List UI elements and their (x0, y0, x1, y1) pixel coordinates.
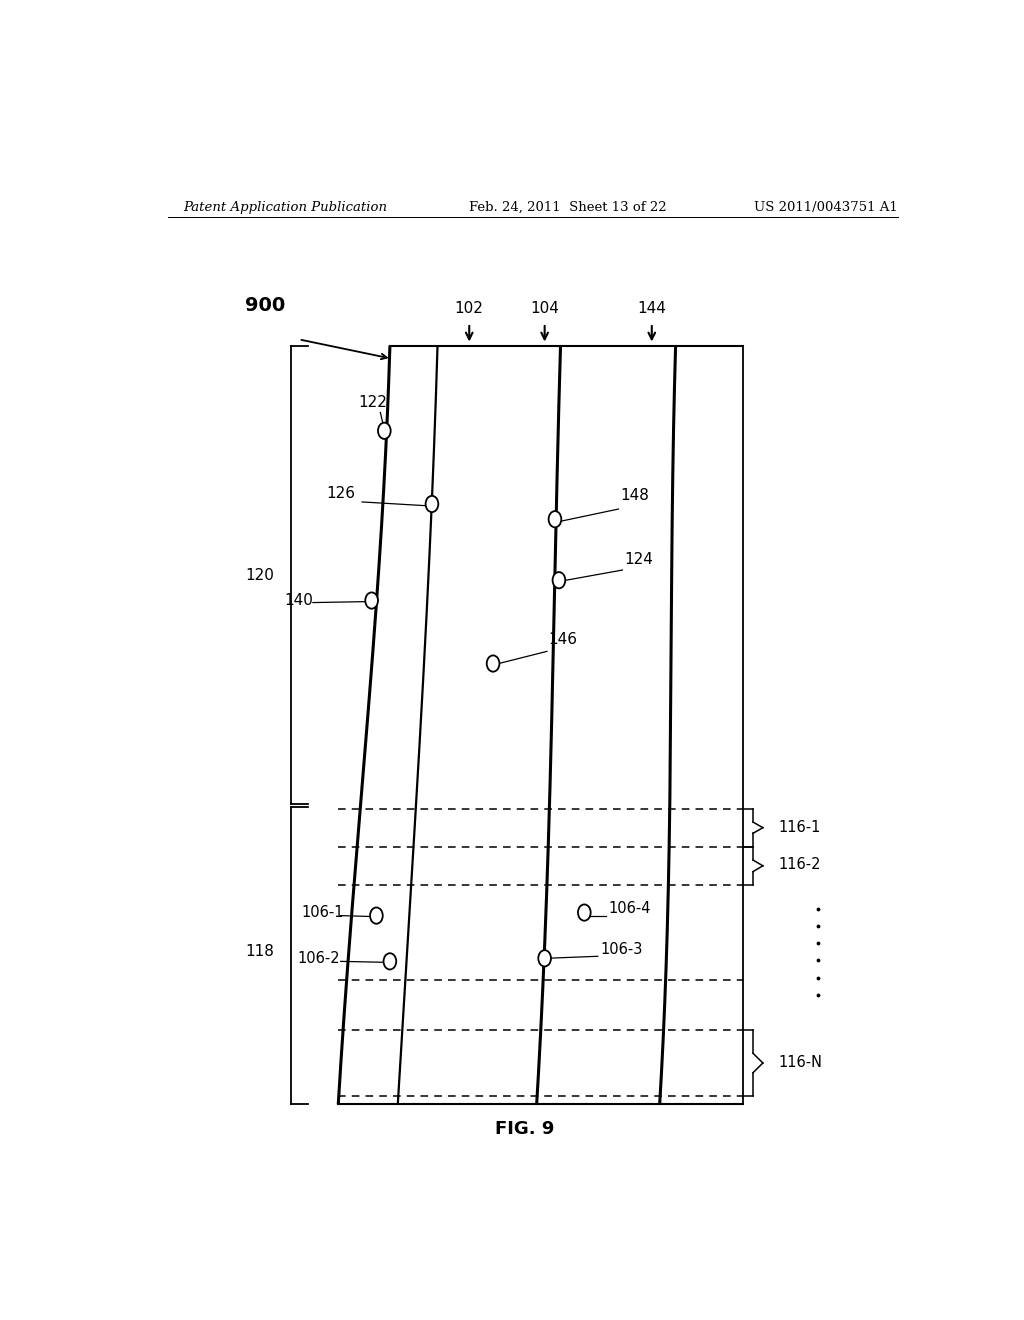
Text: 104: 104 (530, 301, 559, 317)
Text: 120: 120 (246, 568, 274, 582)
Text: 900: 900 (246, 296, 286, 315)
Circle shape (539, 950, 551, 966)
Circle shape (366, 593, 378, 609)
Text: 106-2: 106-2 (297, 950, 340, 966)
Circle shape (549, 511, 561, 528)
Circle shape (553, 572, 565, 589)
Text: 102: 102 (455, 301, 483, 317)
Text: US 2011/0043751 A1: US 2011/0043751 A1 (754, 201, 898, 214)
Text: Feb. 24, 2011  Sheet 13 of 22: Feb. 24, 2011 Sheet 13 of 22 (469, 201, 667, 214)
Text: 118: 118 (246, 944, 274, 958)
Text: 106-3: 106-3 (600, 941, 643, 957)
Text: 106-1: 106-1 (301, 906, 343, 920)
Text: 126: 126 (327, 486, 355, 502)
Text: 144: 144 (637, 301, 667, 317)
Text: 116-N: 116-N (778, 1056, 822, 1071)
Text: 116-2: 116-2 (778, 857, 821, 873)
Circle shape (370, 907, 383, 924)
Circle shape (378, 422, 391, 440)
Text: 148: 148 (620, 488, 649, 503)
Text: 122: 122 (358, 395, 387, 409)
Circle shape (486, 656, 500, 672)
Circle shape (384, 953, 396, 969)
Text: 140: 140 (285, 593, 313, 609)
Text: 116-1: 116-1 (778, 820, 821, 834)
Circle shape (578, 904, 591, 921)
Circle shape (426, 496, 438, 512)
Text: FIG. 9: FIG. 9 (496, 1121, 554, 1138)
Text: 146: 146 (549, 632, 578, 647)
Text: Patent Application Publication: Patent Application Publication (183, 201, 387, 214)
Text: 124: 124 (624, 552, 653, 568)
Text: 106-4: 106-4 (608, 902, 650, 916)
